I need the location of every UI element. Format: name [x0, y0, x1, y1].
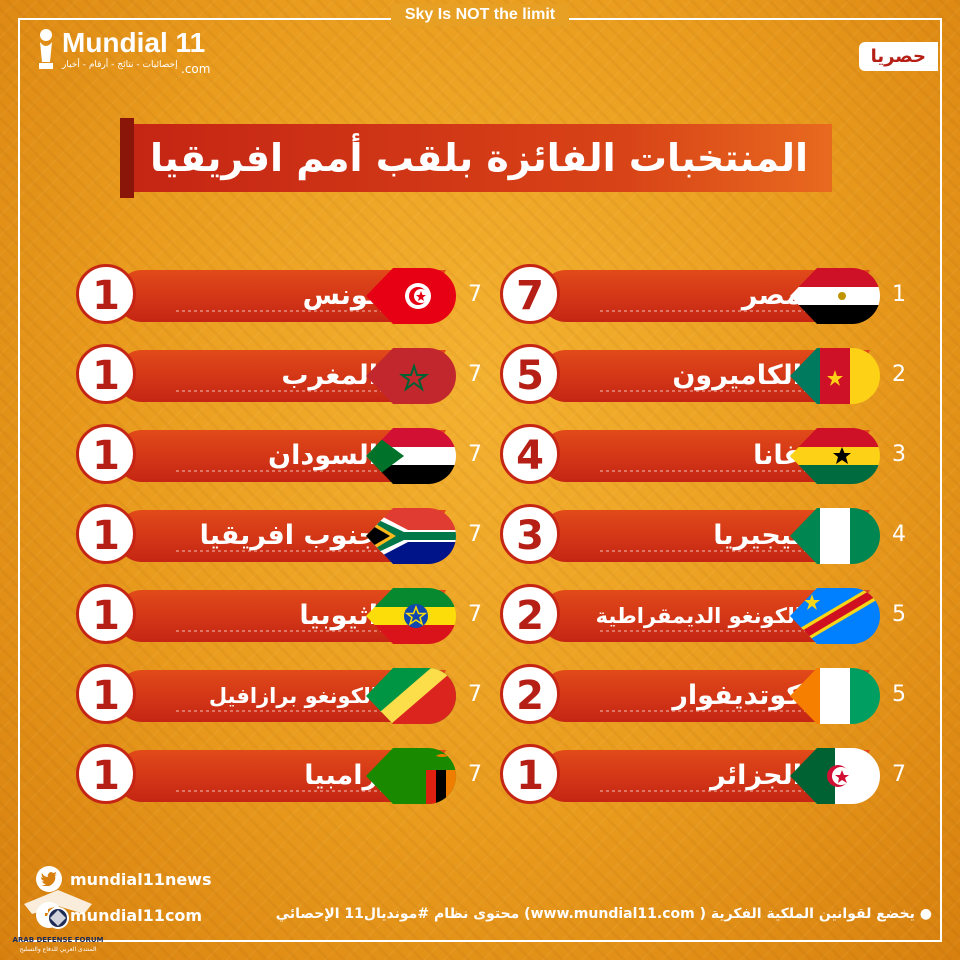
team-name: اثيوبيا — [299, 600, 378, 631]
team-row: السودان 1 7 — [76, 424, 488, 486]
titles-count: 1 — [500, 744, 560, 804]
team-row: الجزائر 1 7 — [500, 744, 912, 806]
team-name: كوتديفوار — [672, 680, 802, 711]
rank-number: 7 — [468, 762, 482, 787]
mundial11-logo: Mundial 11 إحصائيات - نتائج - أرقام - أخ… — [36, 27, 210, 76]
rank-number: 4 — [892, 522, 906, 547]
footer-text: محتوى نظام #مونديال11 الإحصائي (www.mund… — [275, 906, 915, 922]
team-name: الجزائر — [710, 760, 802, 791]
flag-ethiopia-icon — [366, 588, 456, 644]
logo-subtitle: إحصائيات - نتائج - أرقام - أخبار — [62, 60, 178, 70]
titles-count: 1 — [76, 664, 136, 724]
watermark-text: ARAB DEFENSE FORUM — [12, 936, 103, 944]
titles-count: 1 — [76, 584, 136, 644]
page-title: المنتخبات الفائزة بلقب أمم افريقيا — [150, 136, 808, 180]
team-row: مصر 7 1 — [500, 264, 912, 326]
exclusive-badge: حصريا — [858, 42, 938, 71]
titles-count: 4 — [500, 424, 560, 484]
rank-number: 7 — [468, 602, 482, 627]
rank-number: 5 — [892, 602, 906, 627]
titles-count: 1 — [76, 504, 136, 564]
team-row: اثيوبيا 1 7 — [76, 584, 488, 646]
titles-count: 7 — [500, 264, 560, 324]
team-name: الكاميرون — [672, 360, 802, 391]
titles-count: 1 — [76, 744, 136, 804]
team-row: الكونغو برازافيل 1 7 — [76, 664, 488, 726]
titles-count: 5 — [500, 344, 560, 404]
team-row: نيجيريا 3 4 — [500, 504, 912, 566]
twitter-handle: mundial11news — [70, 869, 212, 889]
team-name: السودان — [268, 440, 378, 471]
rank-number: 2 — [892, 362, 906, 387]
team-row: الكاميرون 5 2 — [500, 344, 912, 406]
rank-number: 1 — [892, 282, 906, 307]
titles-count: 2 — [500, 664, 560, 724]
rank-number: 3 — [892, 442, 906, 467]
team-name: تونس — [302, 280, 378, 311]
titles-count: 1 — [76, 264, 136, 324]
team-row: تونس 1 7 — [76, 264, 488, 326]
title-banner: المنتخبات الفائزة بلقب أمم افريقيا — [120, 118, 832, 198]
team-row: زامبيا 1 7 — [76, 744, 488, 806]
team-name: الكونغو برازافيل — [208, 684, 378, 708]
logo-tld: .com — [181, 62, 211, 76]
rank-number: 7 — [468, 362, 482, 387]
team-row: كوتديفوار 2 5 — [500, 664, 912, 726]
tagline-wrap: Sky Is NOT the limit — [0, 4, 960, 26]
rank-number: 7 — [468, 522, 482, 547]
rank-number: 5 — [892, 682, 906, 707]
twitter-handle-row: mundial11news — [36, 866, 211, 892]
rank-number: 7 — [468, 442, 482, 467]
copyright-note: محتوى نظام #مونديال11 الإحصائي (www.mund… — [275, 906, 932, 922]
titles-count: 1 — [76, 424, 136, 484]
titles-count: 1 — [76, 344, 136, 404]
team-name: الكونغو الديمقراطية — [595, 604, 802, 628]
team-name: جنوب افريقيا — [199, 520, 378, 551]
titles-count: 3 — [500, 504, 560, 564]
trophy-icon — [39, 29, 53, 69]
twitter-icon — [36, 866, 62, 892]
flag-dr-congo-icon — [790, 588, 880, 644]
team-row: الكونغو الديمقراطية 2 5 — [500, 584, 912, 646]
team-row: المغرب 1 7 — [76, 344, 488, 406]
team-row: غانا 4 3 — [500, 424, 912, 486]
team-name: نيجيريا — [713, 520, 802, 551]
flag-ghana-icon — [790, 428, 880, 484]
logo-name: Mundial 11 — [62, 27, 206, 58]
flag-egypt-icon — [790, 268, 880, 324]
rank-number: 7 — [468, 282, 482, 307]
arab-defense-forum-watermark: ARAB DEFENSE FORUM المنتدى العربي للدفاع… — [12, 890, 104, 953]
rank-number: 7 — [892, 762, 906, 787]
rank-number: 7 — [468, 682, 482, 707]
watermark-subtext: المنتدى العربي للدفاع والتسليح — [20, 946, 97, 953]
titles-count: 2 — [500, 584, 560, 644]
team-name: المغرب — [281, 360, 378, 391]
tagline: Sky Is NOT the limit — [390, 4, 570, 26]
team-name: زامبيا — [304, 760, 378, 791]
team-row: جنوب افريقيا 1 7 — [76, 504, 488, 566]
facebook-handle: mundial11com — [70, 905, 203, 925]
